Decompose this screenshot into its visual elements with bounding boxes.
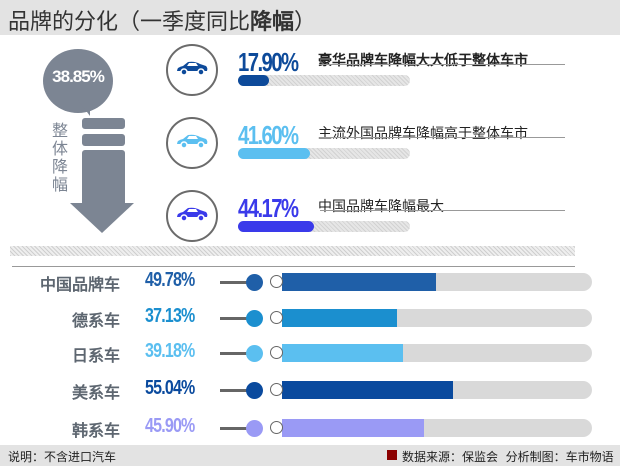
bar-fill [238, 75, 269, 86]
row-category-label: 中国品牌车 [39, 275, 120, 294]
row-dot [246, 274, 263, 291]
car-icon [175, 133, 209, 153]
car-icon [175, 206, 209, 226]
car-circle [166, 44, 218, 96]
car-circle [166, 117, 218, 169]
bar-fill [238, 221, 314, 232]
row-value-label: 49.78% [145, 269, 195, 291]
arrow-bar [82, 118, 125, 129]
row-ring [270, 311, 283, 324]
title-text: 品牌的分化（一季度同比 [8, 10, 251, 35]
bar-track [238, 148, 410, 159]
row-value-label: 55.04% [145, 377, 195, 399]
title-bold: 降幅 [250, 10, 295, 35]
bar-value-label: 17.90% [238, 47, 299, 77]
row-ring [270, 421, 283, 434]
car-icon [175, 60, 209, 80]
underline [320, 137, 565, 138]
row-bar-fill [282, 309, 398, 327]
underline [320, 210, 565, 211]
row-bar-fill [282, 419, 425, 437]
row-track [282, 309, 592, 327]
row-category-label: 日系车 [71, 346, 120, 365]
underline [320, 64, 565, 65]
row-value-label: 37.13% [145, 305, 195, 327]
row-track [282, 273, 592, 291]
row-dot [246, 382, 263, 399]
overall-label: 整体降幅 [51, 121, 68, 194]
row-bar-fill [282, 344, 404, 362]
arrow-shaft [82, 150, 125, 205]
title-bar [0, 0, 620, 35]
row-track [282, 344, 592, 362]
bar-value-label: 44.17% [238, 193, 299, 223]
title-end: ） [294, 10, 317, 35]
row-dot [246, 345, 263, 362]
bar-track [238, 221, 410, 232]
bubble-tail [78, 100, 90, 116]
footer-note: 说明：不含进口汽车 [8, 450, 117, 464]
bar-fill [238, 148, 310, 159]
down-arrow-icon [70, 203, 134, 233]
bar-track [238, 75, 410, 86]
bar-category-label: 豪华品牌车降幅大大低于整体车市 [318, 53, 528, 69]
row-category-label: 德系车 [71, 311, 120, 330]
row-ring [270, 346, 283, 359]
row-track [282, 419, 592, 437]
footer [0, 445, 620, 466]
hatched-divider [10, 246, 575, 256]
divider [12, 266, 575, 267]
row-value-label: 39.18% [145, 340, 195, 362]
row-category-label: 韩系车 [71, 421, 120, 440]
row-bar-fill [282, 381, 453, 399]
row-stem [220, 281, 256, 284]
car-circle [166, 190, 218, 242]
row-stem [220, 317, 256, 320]
bar-value-label: 41.60% [238, 120, 299, 150]
row-dot [246, 420, 263, 437]
row-stem [220, 389, 256, 392]
row-category-label: 美系车 [71, 383, 120, 402]
arrow-bar [82, 134, 125, 146]
row-track [282, 381, 592, 399]
bar-category-label: 主流外国品牌车降幅高于整体车市 [318, 126, 528, 142]
row-stem [220, 427, 256, 430]
overall-value: 38.85% [52, 67, 105, 86]
source-marker-icon [387, 450, 397, 460]
row-bar-fill [282, 273, 437, 291]
row-ring [270, 275, 283, 288]
row-ring [270, 383, 283, 396]
row-stem [220, 352, 256, 355]
row-dot [246, 310, 263, 327]
bar-category-label: 中国品牌车降幅最大 [318, 199, 444, 215]
page-title: 品牌的分化（一季度同比降幅） [8, 4, 316, 36]
row-value-label: 45.90% [145, 415, 195, 437]
footer-source: 数据来源：保监会 分析制图：车市物语 [402, 450, 614, 464]
